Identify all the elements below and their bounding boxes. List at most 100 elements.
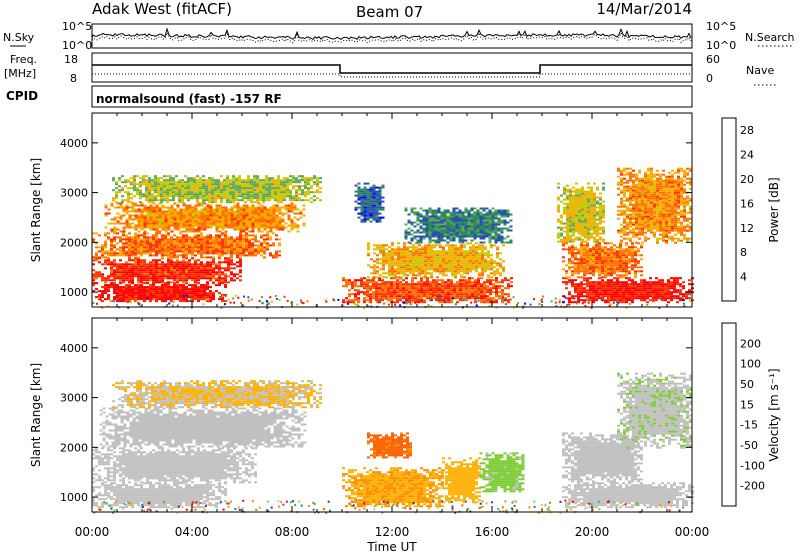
power-cell [465, 281, 468, 284]
power-cell [451, 262, 454, 265]
power-cell [203, 236, 206, 239]
power-cell [448, 268, 451, 271]
power-cell [202, 197, 205, 200]
power-cell [498, 295, 501, 298]
power-cell [137, 277, 140, 280]
power-cell [205, 191, 208, 194]
power-cell [449, 235, 453, 238]
power-cell [415, 274, 418, 277]
power-cell [152, 212, 156, 215]
power-cell [185, 273, 188, 276]
power-cell [299, 210, 303, 213]
power-cell [227, 261, 230, 264]
power-cell [619, 291, 622, 294]
power-cell [178, 189, 181, 192]
power-cell [133, 187, 136, 190]
power-cell [266, 222, 270, 225]
power-cell [448, 266, 451, 269]
power-cell [433, 268, 436, 271]
power-cell [298, 187, 301, 190]
power-cell [257, 244, 260, 247]
power-cell [372, 214, 376, 217]
power-cell [134, 271, 137, 274]
power-cell [260, 242, 263, 245]
power-cell [206, 281, 209, 284]
power-cell [179, 269, 182, 272]
power-cell [295, 195, 298, 198]
power-cell [277, 181, 280, 184]
power-cell [112, 199, 115, 202]
power-cell [372, 204, 376, 207]
power-cell [167, 290, 170, 293]
power-cell [375, 287, 378, 290]
power-cell [190, 181, 193, 184]
power-cell [212, 236, 215, 239]
power-cell [146, 240, 149, 243]
power-cell [233, 248, 236, 251]
power-cell [113, 244, 116, 247]
power-cell [220, 181, 223, 184]
power-cell [172, 191, 175, 194]
power-cell [496, 248, 499, 251]
power-cell [616, 291, 619, 294]
power-cell [92, 232, 95, 235]
power-cell [473, 237, 477, 240]
power-cell [182, 273, 185, 276]
power-cell [422, 237, 426, 240]
power-cell [493, 274, 496, 277]
power-cell [363, 297, 366, 300]
power-cell [369, 281, 372, 284]
power-cell [613, 283, 616, 286]
power-cell [182, 281, 185, 284]
power-cell [143, 290, 146, 293]
power-cell [402, 287, 405, 290]
power-cell [272, 232, 275, 235]
power-cell [155, 281, 158, 284]
power-cell [226, 199, 229, 202]
power-cell [155, 271, 158, 274]
power-cell [459, 289, 462, 292]
power-cell [445, 270, 448, 273]
power-cell [140, 288, 143, 291]
power-cell [482, 225, 486, 228]
power-cell [212, 267, 215, 270]
power-cell [583, 295, 586, 298]
power-cell [461, 219, 465, 222]
power-cell [107, 294, 110, 297]
power-cell [196, 181, 199, 184]
power-cell [369, 289, 372, 292]
power-cell [191, 216, 195, 219]
power-cell [199, 191, 202, 194]
power-cell [233, 242, 236, 245]
power-cell [278, 254, 281, 257]
power-cell [310, 187, 313, 190]
power-cell [220, 189, 223, 192]
power-cell [179, 244, 182, 247]
power-cell [122, 254, 125, 257]
power-cell [628, 289, 631, 292]
power-cell [462, 289, 465, 292]
power-cell [155, 296, 158, 299]
power-cell [583, 283, 586, 286]
power-cell [241, 193, 244, 196]
power-cell [412, 274, 415, 277]
power-cell [616, 299, 619, 302]
power-cell [113, 282, 116, 285]
power-cell [146, 222, 150, 225]
power-cell [283, 193, 286, 196]
power-cell [354, 289, 357, 292]
power-cell [385, 256, 388, 259]
power-cell [124, 179, 127, 182]
power-cell [227, 212, 231, 215]
power-cell [149, 252, 152, 255]
power-cell [242, 204, 246, 207]
power-cell [313, 195, 316, 198]
power-cell [164, 267, 167, 270]
power-cell [121, 187, 124, 190]
power-cell [191, 290, 194, 293]
power-cell [373, 266, 376, 269]
power-cell [152, 244, 155, 247]
power-cell [131, 279, 134, 282]
power-cell [167, 284, 170, 287]
power-cell [203, 250, 206, 253]
